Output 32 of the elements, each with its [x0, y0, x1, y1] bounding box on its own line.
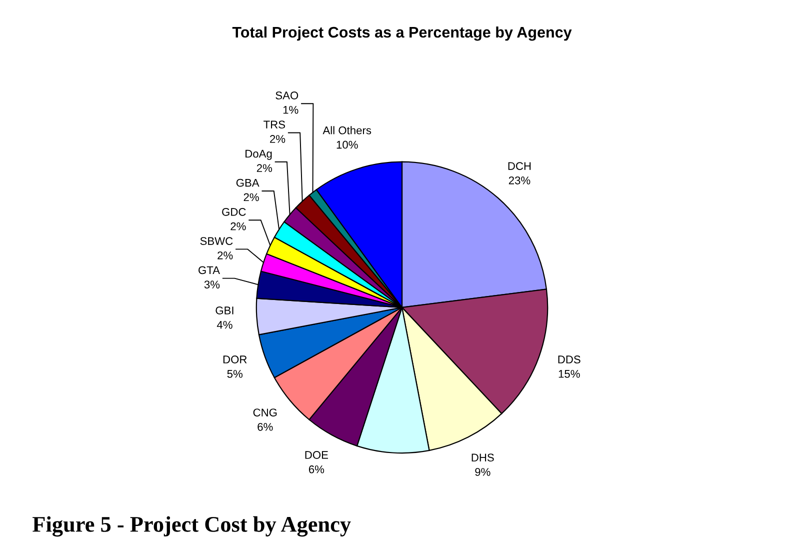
data-label: 2% — [270, 135, 286, 143]
data-label: 1% — [283, 106, 298, 114]
data-label: 10% — [336, 140, 358, 149]
slice-label: DOE — [305, 451, 328, 459]
slice-label: TRS — [264, 120, 286, 129]
data-label: 3% — [204, 280, 220, 288]
slice-label: DDS — [558, 356, 580, 364]
slice-label: SBWC — [200, 237, 233, 245]
data-label: 23% — [508, 176, 530, 184]
caption: Figure 5 - Project Cost by Agency — [32, 516, 351, 537]
slice-label: GTA — [198, 266, 220, 274]
data-label: 5% — [227, 370, 243, 378]
slice-label: GBA — [236, 178, 260, 187]
slice-label: GBI — [216, 306, 234, 314]
slice-label: GDC — [222, 208, 246, 216]
data-label: 6% — [308, 465, 324, 474]
slice-label: DoAg — [246, 150, 272, 160]
slice-label: All Others — [322, 126, 372, 134]
slice-label: SAO — [276, 92, 298, 100]
data-label: 2% — [244, 193, 259, 202]
data-label: 4% — [216, 320, 232, 329]
data-label: 15% — [558, 370, 580, 378]
slice-label: CNG — [253, 408, 277, 416]
slice-label: DOR — [223, 356, 247, 364]
data-label: 9% — [475, 468, 490, 476]
data-label: 2% — [256, 164, 272, 172]
slice-label: DCH — [508, 162, 531, 170]
data-label: 2% — [218, 252, 233, 260]
data-label: 6% — [258, 422, 273, 431]
data-label: 2% — [230, 222, 246, 230]
slice-label: DHS — [472, 454, 494, 462]
chart-title: Total Project Costs as a Percentage by Agency — [232, 26, 572, 41]
